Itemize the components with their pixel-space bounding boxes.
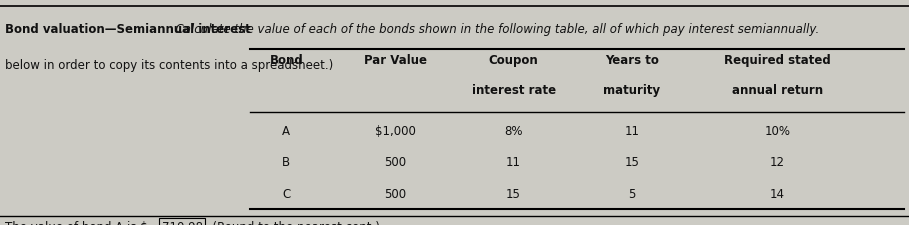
Text: Par Value: Par Value xyxy=(364,54,427,67)
Text: 5: 5 xyxy=(628,187,635,200)
Text: interest rate: interest rate xyxy=(472,83,555,96)
Text: 14: 14 xyxy=(770,187,784,200)
Text: 15: 15 xyxy=(624,155,639,169)
Text: 12: 12 xyxy=(770,155,784,169)
Text: Bond: Bond xyxy=(269,54,304,67)
Text: The value of bond A is $: The value of bond A is $ xyxy=(5,220,147,225)
Text: 500: 500 xyxy=(385,187,406,200)
Text: Coupon: Coupon xyxy=(489,54,538,67)
Text: below in order to copy its contents into a spreadsheet.): below in order to copy its contents into… xyxy=(5,58,333,72)
Text: B: B xyxy=(283,155,290,169)
Text: annual return: annual return xyxy=(732,83,823,96)
Text: Years to: Years to xyxy=(604,54,659,67)
Text: 11: 11 xyxy=(506,155,521,169)
Text: 15: 15 xyxy=(506,187,521,200)
Text: Required stated: Required stated xyxy=(724,54,831,67)
Text: maturity: maturity xyxy=(604,83,660,96)
Text: 500: 500 xyxy=(385,155,406,169)
Text: A: A xyxy=(283,124,290,137)
Text: 10%: 10% xyxy=(764,124,790,137)
Text: 11: 11 xyxy=(624,124,639,137)
Text: (Round to the nearest cent.): (Round to the nearest cent.) xyxy=(205,220,379,225)
Text: 8%: 8% xyxy=(504,124,523,137)
Text: Calculate the value of each of the bonds shown in the following table, all of wh: Calculate the value of each of the bonds… xyxy=(168,22,819,36)
Text: 710.98: 710.98 xyxy=(162,220,203,225)
Text: C: C xyxy=(282,187,291,200)
Text: Bond valuation—Semiannual interest: Bond valuation—Semiannual interest xyxy=(5,22,250,36)
Text: $1,000: $1,000 xyxy=(375,124,415,137)
